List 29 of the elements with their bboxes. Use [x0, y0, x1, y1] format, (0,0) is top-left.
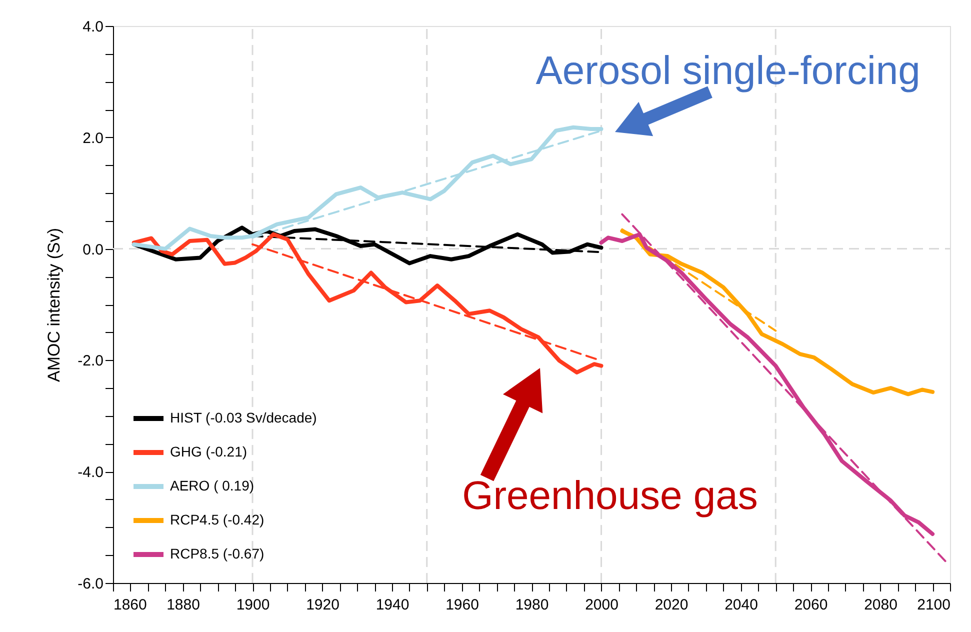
legend-label: RCP8.5 (-0.67): [170, 546, 264, 562]
x-tick-label: 1920: [306, 596, 340, 614]
x-tick-label: 2000: [585, 596, 618, 614]
x-tick-label: 1980: [515, 596, 549, 614]
legend-label: HIST (-0.03 Sv/decade): [170, 410, 317, 426]
y-tick-label: 4.0: [82, 18, 104, 36]
x-tick-label: 2020: [654, 596, 688, 614]
y-tick-label: 2.0: [82, 130, 104, 147]
legend-label: GHG (-0.21): [170, 444, 248, 460]
x-tick-label: 2060: [794, 596, 828, 614]
y-tick-label: 0.0: [82, 241, 104, 258]
x-tick-label: 1880: [166, 596, 200, 614]
x-tick-label: 1940: [376, 596, 410, 614]
y-axis-title: AMOC intensity (Sv): [44, 228, 64, 382]
x-tick-label: 1900: [236, 596, 270, 614]
annotation: Aerosol single-forcing: [536, 49, 920, 93]
y-tick-label: -2.0: [78, 352, 104, 370]
legend-label: AERO ( 0.19): [170, 478, 254, 494]
x-tick-label: 2040: [724, 596, 758, 614]
legend-label: RCP4.5 (-0.42): [170, 512, 264, 528]
line-series: [132, 232, 604, 374]
x-tick-label: 2080: [864, 596, 898, 614]
x-tick-label: 2100: [917, 596, 950, 614]
annotation: Greenhouse gas: [462, 474, 758, 518]
line-series: [132, 226, 604, 266]
y-tick-label: -6.0: [78, 576, 104, 592]
y-tick-label: -4.0: [78, 464, 104, 482]
x-tick-label: 1960: [446, 596, 479, 614]
x-tick-label: 1860: [114, 596, 147, 614]
